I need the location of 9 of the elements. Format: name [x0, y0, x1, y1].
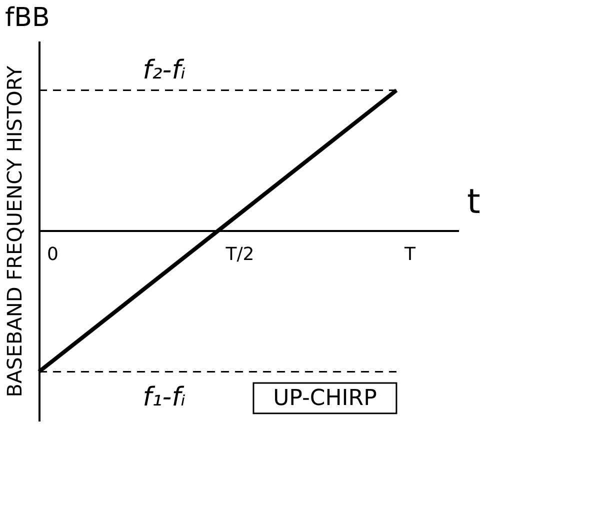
x-tick-label: 0 — [47, 244, 58, 265]
chart-title: fBB — [5, 3, 50, 33]
text: UP-CHIRP — [273, 386, 377, 412]
y-axis-title: BASEBAND FREQUENCY HISTORY — [2, 64, 26, 398]
ref-line-label: f₁-fᵢ — [142, 382, 186, 413]
x-tick-label: T — [403, 244, 416, 265]
ref-line-label: f₂-fᵢ — [142, 55, 186, 86]
x-axis-title: t — [467, 182, 480, 222]
x-tick-label: T/2 — [224, 244, 254, 265]
